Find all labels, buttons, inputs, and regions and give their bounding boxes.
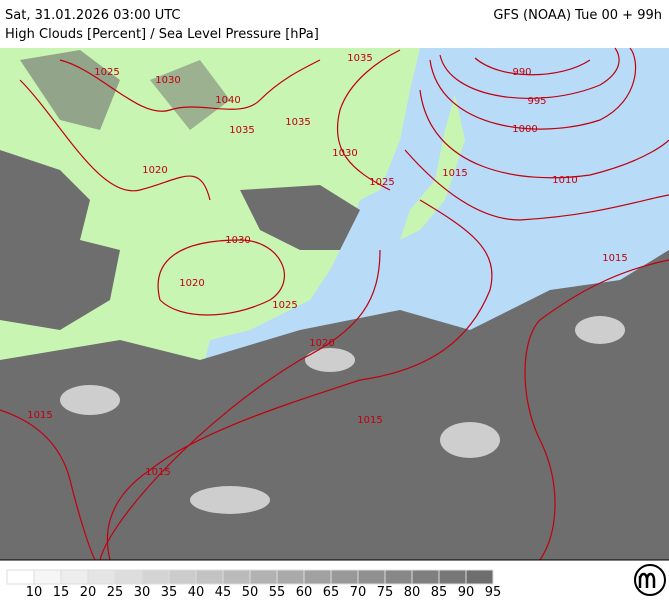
legend-swatch: [141, 569, 170, 585]
isobar-label: 1025: [369, 177, 394, 188]
legend-swatch: [168, 569, 197, 585]
legend: 10 15 20 25 30 35 40 45 50 55 60 65 70 75 80 85 90 95: [6, 569, 502, 600]
legend-label: 30: [134, 585, 151, 600]
japan: [400, 95, 465, 240]
isobar-label: 1020: [179, 278, 204, 289]
isobar-label: 1015: [27, 410, 52, 421]
legend-swatch: [33, 569, 62, 585]
logo: [634, 564, 666, 596]
legend-label: 15: [53, 585, 70, 600]
legend-label: 85: [431, 585, 448, 600]
legend-label: 65: [323, 585, 340, 600]
isobar-label: 990: [512, 67, 531, 78]
cloud-highlights: [60, 316, 625, 514]
isobar-label: 1035: [229, 125, 254, 136]
legend-swatch: [249, 569, 278, 585]
legend-swatch: [60, 569, 89, 585]
legend-label: 60: [296, 585, 313, 600]
legend-label: 70: [350, 585, 367, 600]
legend-swatch: [195, 569, 224, 585]
map: 990 995 1000 1010 1015 1015 1020 1025 1030 1035 10…: [0, 47, 669, 561]
legend-swatch: [114, 569, 143, 585]
legend-swatch: [6, 569, 35, 585]
isobars: [0, 47, 669, 561]
legend-label: 90: [458, 585, 475, 600]
isobar-label: 1020: [309, 338, 334, 349]
isobar-label: 1000: [512, 124, 537, 135]
legend-swatch: [87, 569, 116, 585]
isobar-label: 995: [527, 96, 546, 107]
isobar-label: 1030: [332, 148, 357, 159]
legend-label: 35: [161, 585, 178, 600]
header-model: GFS (NOAA) Tue 00 + 99h: [493, 8, 662, 23]
isobar-label: 1035: [347, 53, 372, 64]
legend-swatch: [411, 569, 440, 585]
header-date: Sat, 31.01.2026 03:00 UTC: [5, 8, 181, 23]
isobar-label: 1035: [285, 117, 310, 128]
legend-swatch: [438, 569, 467, 585]
isobar-label: 1025: [94, 67, 119, 78]
legend-label: 75: [377, 585, 394, 600]
isobar-labels: 990 995 1000 1010 1015 1015 1020 1025 1030 1035 10…: [27, 53, 627, 478]
legend-swatch: [357, 569, 386, 585]
legend-label: 40: [188, 585, 205, 600]
isobar-label: 1025: [272, 300, 297, 311]
legend-swatch: [303, 569, 332, 585]
header-subtitle: High Clouds [Percent] / Sea Level Pressu…: [5, 27, 319, 42]
legend-swatch: [222, 569, 251, 585]
isobar-label: 1020: [142, 165, 167, 176]
legend-swatch: [465, 569, 494, 585]
isobar-label: 1015: [145, 467, 170, 478]
clouds: [0, 50, 669, 560]
legend-label: 55: [269, 585, 286, 600]
legend-label: 45: [215, 585, 232, 600]
legend-label: 95: [485, 585, 502, 600]
isobar-label: 1015: [442, 168, 467, 179]
legend-label: 80: [404, 585, 421, 600]
legend-swatch: [276, 569, 305, 585]
legend-label: 50: [242, 585, 259, 600]
isobar-label: 1015: [602, 253, 627, 264]
isobar-label: 1015: [357, 415, 382, 426]
isobar-label: 1030: [225, 235, 250, 246]
legend-swatch: [384, 569, 413, 585]
isobar-label: 1030: [155, 75, 180, 86]
legend-label: 10: [26, 585, 43, 600]
legend-swatch: [330, 569, 359, 585]
isobar-label: 1010: [552, 175, 577, 186]
legend-label: 20: [80, 585, 97, 600]
isobar-label: 1040: [215, 95, 240, 106]
legend-label: 25: [107, 585, 124, 600]
